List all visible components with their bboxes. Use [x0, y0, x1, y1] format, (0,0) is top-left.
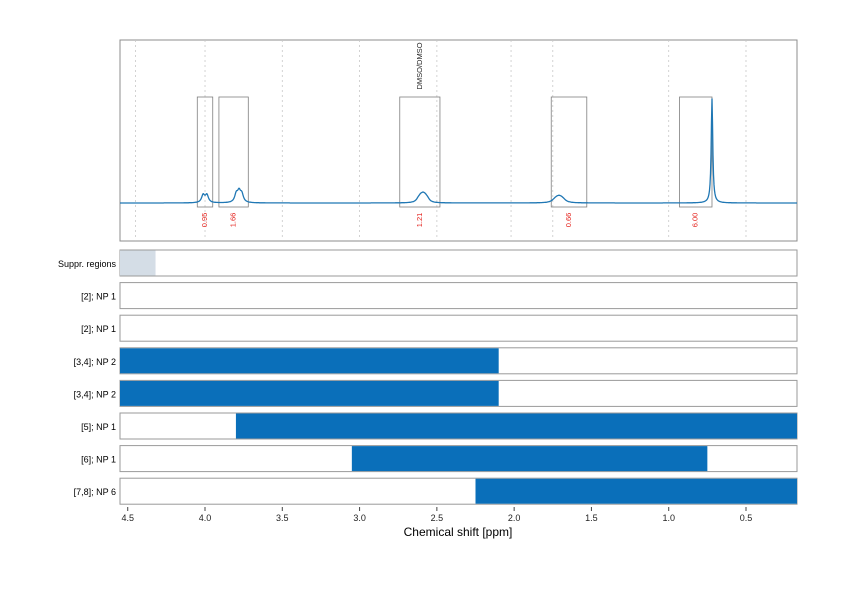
x-tick-label: 2.5 [431, 513, 444, 523]
range-tracks-panel: Suppr. regions [2]; NP 1 [2]; NP 1 [3,4]; N… [58, 249, 798, 505]
x-tick-label: 0.5 [740, 513, 753, 523]
integration-box [399, 96, 441, 208]
spectrum-frame [119, 39, 798, 242]
track-label: Suppr. regions [58, 259, 117, 269]
integration-value: 0.66 [564, 213, 573, 228]
track-frame [119, 249, 798, 277]
track-row: [2]; NP 1 [81, 314, 798, 342]
spectrum-panel: 0.95 1.66 1.21 DMSO/DMSO 0.66 6.00 [119, 39, 798, 242]
x-tick-label: 3.5 [276, 513, 289, 523]
spectrum-line [120, 98, 797, 204]
x-tick-label: 2.0 [508, 513, 521, 523]
x-axis-label: Chemical shift [ppm] [404, 525, 513, 539]
x-tick-label: 4.5 [121, 513, 134, 523]
track-label: [3,4]; NP 2 [74, 357, 116, 367]
track-label: [7,8]; NP 6 [74, 487, 116, 497]
track-row: Suppr. regions [58, 249, 798, 277]
track-row: [6]; NP 1 [81, 445, 798, 473]
track-segment [351, 446, 708, 472]
x-axis: 4.5 4.0 3.5 3.0 2.5 2.0 1.5 1.0 0.5 [121, 507, 752, 523]
x-tick-label: 1.5 [585, 513, 598, 523]
track-segment [475, 478, 797, 504]
track-label: [5]; NP 1 [81, 422, 116, 432]
track-label: [6]; NP 1 [81, 455, 116, 465]
integration-value: 1.66 [229, 213, 238, 228]
track-label: [2]; NP 1 [81, 292, 116, 302]
integration-box [679, 96, 713, 208]
x-tick-label: 1.0 [662, 513, 675, 523]
integration-value: 0.95 [200, 213, 209, 228]
track-segment [120, 348, 499, 374]
track-row: [3,4]; NP 2 [74, 347, 798, 375]
track-row: [5]; NP 1 [81, 412, 798, 440]
integration-box [196, 96, 214, 208]
x-tick-label: 4.0 [199, 513, 212, 523]
integration-box [550, 96, 588, 208]
track-frame [119, 282, 798, 310]
track-segment [120, 250, 156, 276]
region-annotation: DMSO/DMSO [415, 42, 424, 89]
track-label: [3,4]; NP 2 [74, 389, 116, 399]
track-segment [235, 413, 797, 439]
track-row: [3,4]; NP 2 [74, 379, 798, 407]
integration-box [218, 96, 249, 208]
track-row: [7,8]; NP 6 [74, 477, 798, 505]
track-segment [120, 380, 499, 406]
x-tick-label: 3.0 [353, 513, 366, 523]
track-label: [2]; NP 1 [81, 324, 116, 334]
track-frame [119, 314, 798, 342]
integration-value: 1.21 [415, 213, 424, 228]
integration-value: 6.00 [691, 213, 700, 228]
track-row: [2]; NP 1 [81, 282, 798, 310]
